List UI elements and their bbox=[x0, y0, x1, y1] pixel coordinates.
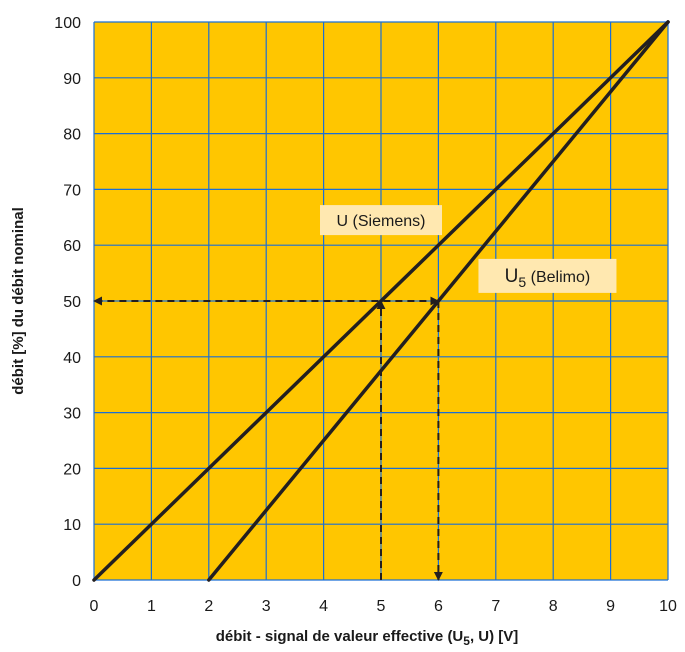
y-tick-label: 30 bbox=[63, 406, 81, 423]
y-tick-label: 80 bbox=[63, 127, 81, 144]
x-tick-label: 9 bbox=[606, 598, 615, 615]
y-axis-title: débit [%] du débit nominal bbox=[10, 207, 27, 395]
series-line-1 bbox=[92, 20, 670, 582]
series-label-2: U5 (Belimo) bbox=[505, 266, 591, 290]
y-tick-label: 20 bbox=[63, 461, 81, 478]
grid bbox=[93, 21, 669, 581]
x-tick-label: 7 bbox=[491, 598, 500, 615]
series-label-box-1 bbox=[320, 205, 442, 236]
series-lines bbox=[92, 20, 670, 582]
y-tick-label: 70 bbox=[63, 182, 81, 199]
y-tick-label: 60 bbox=[63, 238, 81, 255]
reference-lines bbox=[93, 296, 443, 581]
x-tick-label: 5 bbox=[377, 598, 386, 615]
y-tick-label: 0 bbox=[72, 573, 81, 590]
x-tick-label: 2 bbox=[204, 598, 213, 615]
x-tick-label: 3 bbox=[262, 598, 271, 615]
y-tick-label: 40 bbox=[63, 350, 81, 367]
y-tick-label: 50 bbox=[63, 294, 81, 311]
y-tick-label: 90 bbox=[63, 71, 81, 88]
series-label-1: U (Siemens) bbox=[337, 213, 426, 230]
x-tick-label: 8 bbox=[549, 598, 558, 615]
series-line-2 bbox=[207, 20, 670, 582]
x-tick-label: 10 bbox=[659, 598, 677, 615]
x-tick-label: 6 bbox=[434, 598, 443, 615]
x-tick-label: 0 bbox=[90, 598, 99, 615]
y-tick-label: 10 bbox=[63, 517, 81, 534]
x-tick-label: 1 bbox=[147, 598, 156, 615]
series-labels: U (Siemens) U5 (Belimo) bbox=[320, 205, 617, 293]
x-tick-label: 4 bbox=[319, 598, 328, 615]
series-label-box-2 bbox=[478, 258, 617, 293]
y-tick-label: 100 bbox=[54, 15, 81, 32]
x-axis-title: débit - signal de valeur effective (U5, … bbox=[216, 628, 519, 648]
